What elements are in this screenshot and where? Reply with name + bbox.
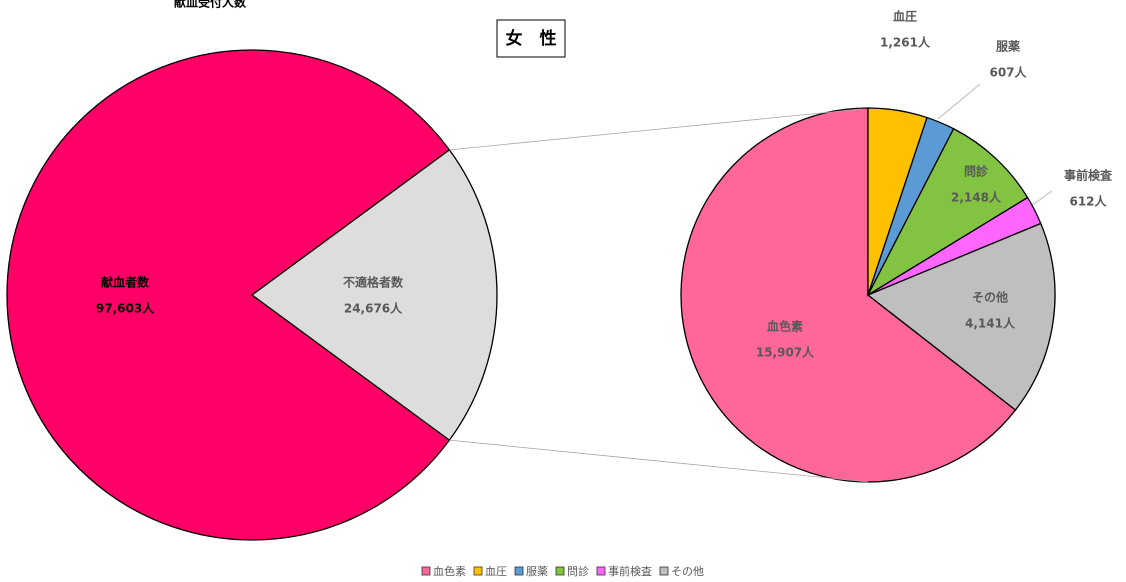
pie-slice <box>680 107 1017 483</box>
slice-value-label: 1,261人 <box>880 35 931 50</box>
legend-swatch <box>421 566 431 576</box>
legend-label: 問診 <box>567 564 589 578</box>
legend-label: 服薬 <box>526 565 548 578</box>
slice-label: 献血者数 <box>101 275 150 290</box>
pie-slice <box>866 222 1056 411</box>
slice-label: 血色素 <box>767 319 803 334</box>
slice-label: 問診 <box>964 164 989 179</box>
slice-label: 事前検査 <box>1064 168 1113 183</box>
leader-line <box>1030 190 1053 207</box>
slice-value-label: 15,907人 <box>756 345 815 360</box>
leader-line <box>937 83 981 120</box>
slice-value-label: 24,676人 <box>344 301 403 316</box>
slice-value-label: 97,603人 <box>96 301 155 316</box>
pie-slice <box>250 148 498 442</box>
chart-title: 献血受付人数 <box>174 0 247 10</box>
legend-swatch <box>473 566 483 576</box>
slice-label: 不適格者数 <box>343 275 404 290</box>
legend-swatch <box>659 566 669 576</box>
legend-label: 血圧 <box>485 564 507 578</box>
pie-slice <box>866 127 1029 297</box>
slice-value-label: 612人 <box>1069 194 1107 209</box>
slice-value-label: 4,141人 <box>965 316 1016 331</box>
legend-label: その他 <box>671 565 704 578</box>
connector-line <box>449 108 863 151</box>
legend-swatch <box>555 566 565 576</box>
connector-line <box>449 439 869 483</box>
slice-value-label: 2,148人 <box>951 190 1002 205</box>
chart-subtitle: 女 性 <box>506 28 557 49</box>
legend-swatch <box>514 566 524 576</box>
slice-label: 血圧 <box>893 9 917 24</box>
legend-label: 血色素 <box>433 564 466 578</box>
slice-label: その他 <box>972 290 1008 305</box>
subtitle-box <box>496 19 566 58</box>
slice-value-label: 607人 <box>989 65 1027 80</box>
slice-label: 服薬 <box>996 39 1020 54</box>
legend-label: 事前検査 <box>608 564 652 578</box>
pie-slice <box>6 49 451 541</box>
legend-swatch <box>596 566 606 576</box>
